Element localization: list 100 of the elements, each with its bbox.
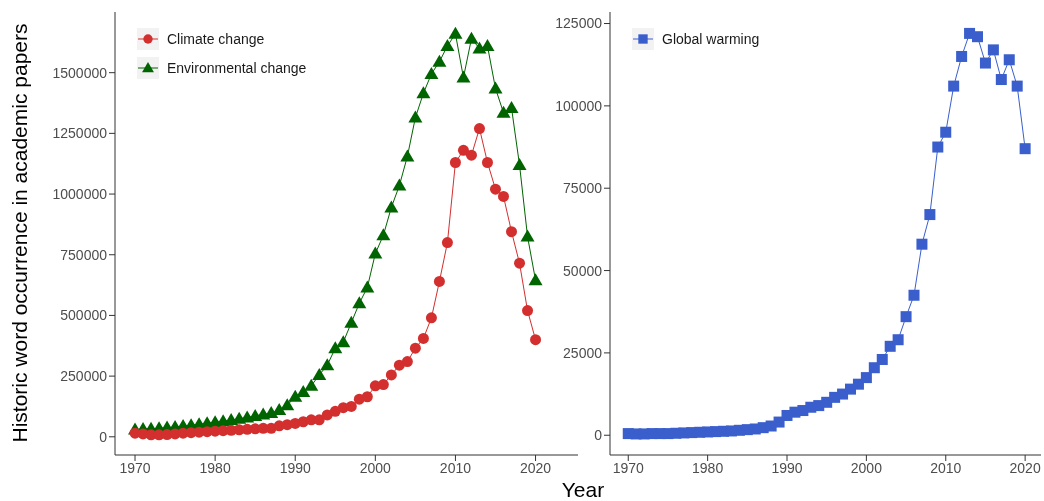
y-tick-label: 250000: [60, 368, 108, 385]
point: [433, 275, 445, 287]
x-tick-label: 2020: [1009, 459, 1041, 476]
point: [995, 74, 1007, 86]
point: [448, 26, 463, 39]
point: [506, 226, 518, 238]
point: [361, 391, 373, 403]
y-tick-label: 1250000: [52, 125, 108, 142]
point: [336, 335, 351, 348]
point: [464, 31, 479, 44]
y-tick-label: 25000: [563, 344, 603, 361]
point: [384, 200, 399, 213]
point: [852, 378, 864, 390]
point: [441, 237, 453, 249]
point: [416, 86, 431, 99]
point: [972, 31, 983, 43]
point: [481, 157, 493, 168]
legend-label: Climate change: [167, 30, 265, 47]
point: [288, 389, 303, 402]
point: [1003, 54, 1015, 66]
point: [773, 416, 785, 428]
point: [528, 273, 543, 286]
point: [368, 246, 383, 259]
y-tick-label: 125000: [555, 15, 603, 32]
point: [520, 229, 535, 242]
point: [408, 110, 423, 123]
point: [449, 157, 461, 168]
y-tick-label: 1000000: [52, 186, 108, 203]
point: [385, 369, 397, 381]
x-tick-label: 2010: [930, 459, 962, 476]
point: [489, 183, 501, 195]
point: [860, 372, 872, 384]
y-tick-label: 0: [594, 427, 603, 444]
point: [360, 280, 375, 293]
legend-label: Environmental change: [167, 59, 307, 76]
point: [876, 353, 888, 365]
point: [280, 398, 295, 411]
x-tick-label: 2000: [359, 459, 392, 476]
point: [924, 209, 936, 221]
point: [465, 149, 477, 161]
point: [312, 367, 327, 380]
x-tick-label: 1990: [279, 459, 312, 476]
point: [424, 66, 439, 79]
point: [932, 141, 944, 153]
point: [987, 44, 999, 56]
point: [377, 379, 389, 391]
point: [514, 257, 526, 269]
point: [401, 356, 413, 368]
point: [522, 305, 534, 317]
y-tick-label: 1500000: [52, 64, 108, 81]
point: [432, 54, 447, 67]
point: [868, 362, 880, 374]
point: [488, 81, 503, 94]
point: [504, 100, 519, 113]
point: [530, 334, 542, 346]
point: [400, 149, 415, 162]
point: [328, 341, 343, 354]
x-tick-label: 1970: [119, 459, 151, 476]
point: [457, 144, 469, 156]
y-tick-label: 50000: [563, 262, 603, 279]
point: [1019, 143, 1031, 155]
point: [440, 38, 455, 51]
point: [956, 50, 968, 62]
point: [425, 312, 437, 324]
x-tick-label: 1990: [771, 459, 803, 476]
point: [916, 238, 928, 250]
point: [272, 403, 287, 416]
point: [892, 334, 904, 346]
point: [409, 342, 421, 354]
point: [1011, 80, 1023, 92]
x-tick-label: 1980: [199, 459, 231, 476]
point: [908, 289, 920, 301]
point: [296, 384, 311, 397]
point: [473, 123, 485, 135]
y-tick-label: 750000: [60, 246, 108, 263]
y-tick-label: 500000: [60, 307, 108, 324]
point: [345, 400, 357, 412]
point: [352, 296, 367, 309]
point: [948, 80, 960, 92]
y-axis-title: Historic word occurrence in academic papers: [8, 23, 32, 443]
x-tick-label: 2010: [439, 459, 472, 476]
y-tick-label: 75000: [563, 180, 603, 197]
x-tick-label: 1980: [692, 459, 724, 476]
point: [979, 57, 991, 69]
point: [320, 358, 335, 371]
x-tick-label: 2020: [519, 459, 552, 476]
point: [512, 157, 527, 170]
point: [456, 70, 471, 83]
legend-label: Global warming: [662, 30, 760, 47]
point: [498, 190, 509, 202]
point: [884, 340, 896, 352]
point: [304, 378, 319, 391]
x-tick-label: 1970: [612, 459, 645, 476]
point: [496, 105, 511, 118]
point: [417, 332, 429, 344]
point: [900, 311, 912, 323]
point: [344, 315, 359, 328]
x-tick-label: 2000: [850, 459, 883, 476]
y-tick-label: 100000: [555, 97, 603, 114]
point: [376, 228, 391, 241]
